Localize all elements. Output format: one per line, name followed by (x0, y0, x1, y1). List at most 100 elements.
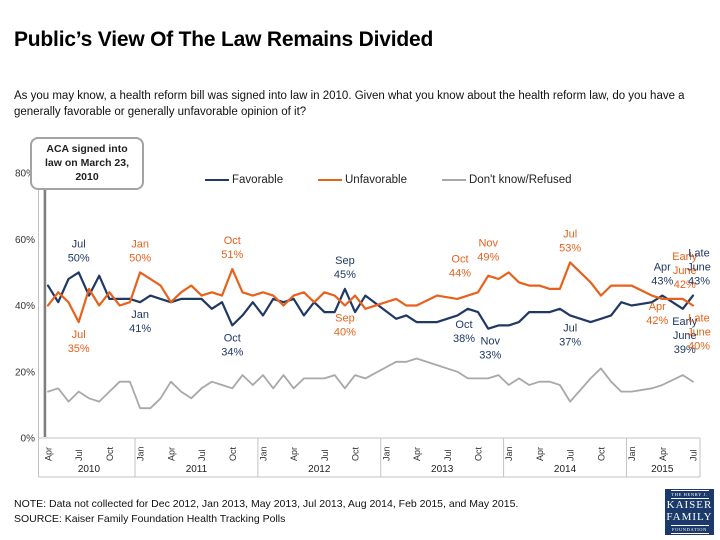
svg-text:Apr: Apr (658, 447, 668, 461)
svg-text:41%: 41% (129, 323, 151, 335)
svg-text:40%: 40% (15, 301, 35, 312)
svg-text:42%: 42% (674, 279, 696, 291)
svg-text:Sep: Sep (335, 255, 355, 267)
svg-text:Oct: Oct (451, 253, 468, 265)
svg-text:Oct: Oct (224, 235, 241, 247)
chart-legend: Favorable Unfavorable Don't know/Refused (0, 172, 720, 188)
svg-text:40%: 40% (334, 327, 356, 339)
footnotes: NOTE: Data not collected for Dec 2012, J… (14, 497, 518, 527)
logo-rule (670, 524, 709, 526)
svg-text:20%: 20% (15, 367, 35, 378)
svg-text:Jul: Jul (563, 322, 577, 334)
logo-rule (670, 498, 709, 500)
logo-rule (670, 532, 709, 534)
svg-text:38%: 38% (453, 333, 475, 345)
svg-text:Apr: Apr (44, 447, 54, 461)
svg-text:49%: 49% (477, 252, 499, 264)
x-axis-year-labels: 2010 2011 2012 2013 2014 2015 (78, 464, 674, 475)
legend-item-favorable: Favorable (205, 172, 283, 188)
svg-text:51%: 51% (221, 249, 243, 261)
svg-text:2012: 2012 (308, 464, 331, 475)
svg-text:Jul: Jul (74, 449, 84, 461)
svg-text:42%: 42% (646, 315, 668, 327)
svg-text:2013: 2013 (431, 464, 454, 475)
svg-text:37%: 37% (559, 336, 581, 348)
svg-text:Jul: Jul (72, 329, 86, 341)
legend-item-dontknow: Don't know/Refused (442, 172, 572, 188)
svg-text:Jan: Jan (131, 238, 149, 250)
note-text: NOTE: Data not collected for Dec 2012, J… (14, 498, 519, 510)
svg-text:Apr: Apr (654, 262, 671, 274)
svg-text:Oct: Oct (228, 446, 238, 461)
svg-text:Apr: Apr (166, 447, 176, 461)
svg-text:Jul: Jul (320, 449, 330, 461)
svg-text:2014: 2014 (554, 464, 577, 475)
svg-text:Oct: Oct (473, 446, 483, 461)
svg-text:Oct: Oct (224, 332, 241, 344)
svg-text:Oct: Oct (351, 446, 361, 461)
svg-text:Jul: Jul (563, 228, 577, 240)
series-line-favorable (46, 271, 695, 330)
svg-text:Oct: Oct (105, 446, 115, 461)
y-axis-labels: 0% 20% 40% 60% 80% (15, 169, 35, 445)
point-labels: Jul 50% Jul 35% Jan 50% Jan 41% Oct 51% Oct 34% Sep 4… (68, 228, 711, 361)
svg-text:44%: 44% (449, 267, 471, 279)
svg-text:Jul: Jul (197, 449, 207, 461)
svg-text:80%: 80% (15, 169, 35, 180)
legend-label-dontknow: Don't know/Refused (469, 174, 572, 186)
svg-text:Nov: Nov (478, 238, 498, 250)
aca-callout-box: ACA signed into law on March 23, 2010 (30, 137, 144, 190)
svg-text:Sep: Sep (335, 313, 355, 325)
series-line-unfavorable (46, 261, 695, 324)
svg-text:Apr: Apr (535, 447, 545, 461)
svg-text:Apr: Apr (412, 447, 422, 461)
svg-text:2010: 2010 (78, 464, 101, 475)
svg-text:40%: 40% (688, 341, 710, 353)
svg-text:Jul: Jul (443, 449, 453, 461)
survey-question-text: As you may know, a health reform bill wa… (14, 90, 685, 119)
svg-text:53%: 53% (559, 242, 581, 254)
logo-line1: THE HENRY J. (671, 492, 708, 498)
svg-text:43%: 43% (651, 276, 673, 288)
svg-text:35%: 35% (68, 343, 90, 355)
logo-line2: FOUNDATION (672, 526, 707, 532)
unfavorable-line-swatch (318, 178, 342, 182)
svg-text:Early: Early (672, 251, 698, 263)
favorable-line-swatch (205, 178, 229, 182)
svg-text:45%: 45% (334, 269, 356, 281)
axis-frame (38, 166, 701, 478)
x-axis-month-labels: Apr Jul Oct Jan Apr Jul Oct Jan Apr Jul Oct Jan Apr J… (44, 446, 699, 461)
svg-text:33%: 33% (479, 350, 501, 362)
svg-text:Early: Early (672, 316, 698, 328)
legend-label-favorable: Favorable (232, 174, 284, 186)
svg-text:Jan: Jan (504, 446, 514, 461)
svg-text:2015: 2015 (651, 464, 674, 475)
svg-text:June: June (673, 330, 697, 342)
svg-text:Apr: Apr (289, 447, 299, 461)
svg-text:June: June (673, 265, 697, 277)
svg-text:Apr: Apr (649, 301, 666, 313)
legend-item-unfavorable: Unfavorable (318, 172, 407, 188)
svg-text:43%: 43% (688, 276, 710, 288)
logo-rule (670, 490, 709, 492)
svg-text:50%: 50% (129, 252, 151, 264)
svg-text:June: June (687, 262, 711, 274)
page-title: Public’s View Of The Law Remains Divided (14, 28, 434, 51)
svg-text:Jan: Jan (136, 446, 146, 461)
svg-text:Late: Late (688, 313, 709, 325)
series-line-don-t-know-refused (47, 357, 694, 410)
svg-text:2011: 2011 (186, 464, 208, 475)
svg-text:Nov: Nov (480, 336, 500, 348)
svg-text:60%: 60% (15, 235, 35, 246)
source-text: SOURCE: Kaiser Family Foundation Health … (14, 513, 286, 526)
svg-text:Jan: Jan (381, 446, 391, 461)
svg-text:Jan: Jan (131, 309, 149, 321)
legend-label-unfavorable: Unfavorable (345, 174, 408, 186)
kff-logo: THE HENRY J. KAISER FAMILY FOUNDATION (665, 489, 714, 535)
svg-text:Oct: Oct (455, 319, 472, 331)
svg-text:Jan: Jan (258, 446, 268, 461)
svg-text:Oct: Oct (596, 446, 606, 461)
svg-text:39%: 39% (674, 344, 696, 356)
